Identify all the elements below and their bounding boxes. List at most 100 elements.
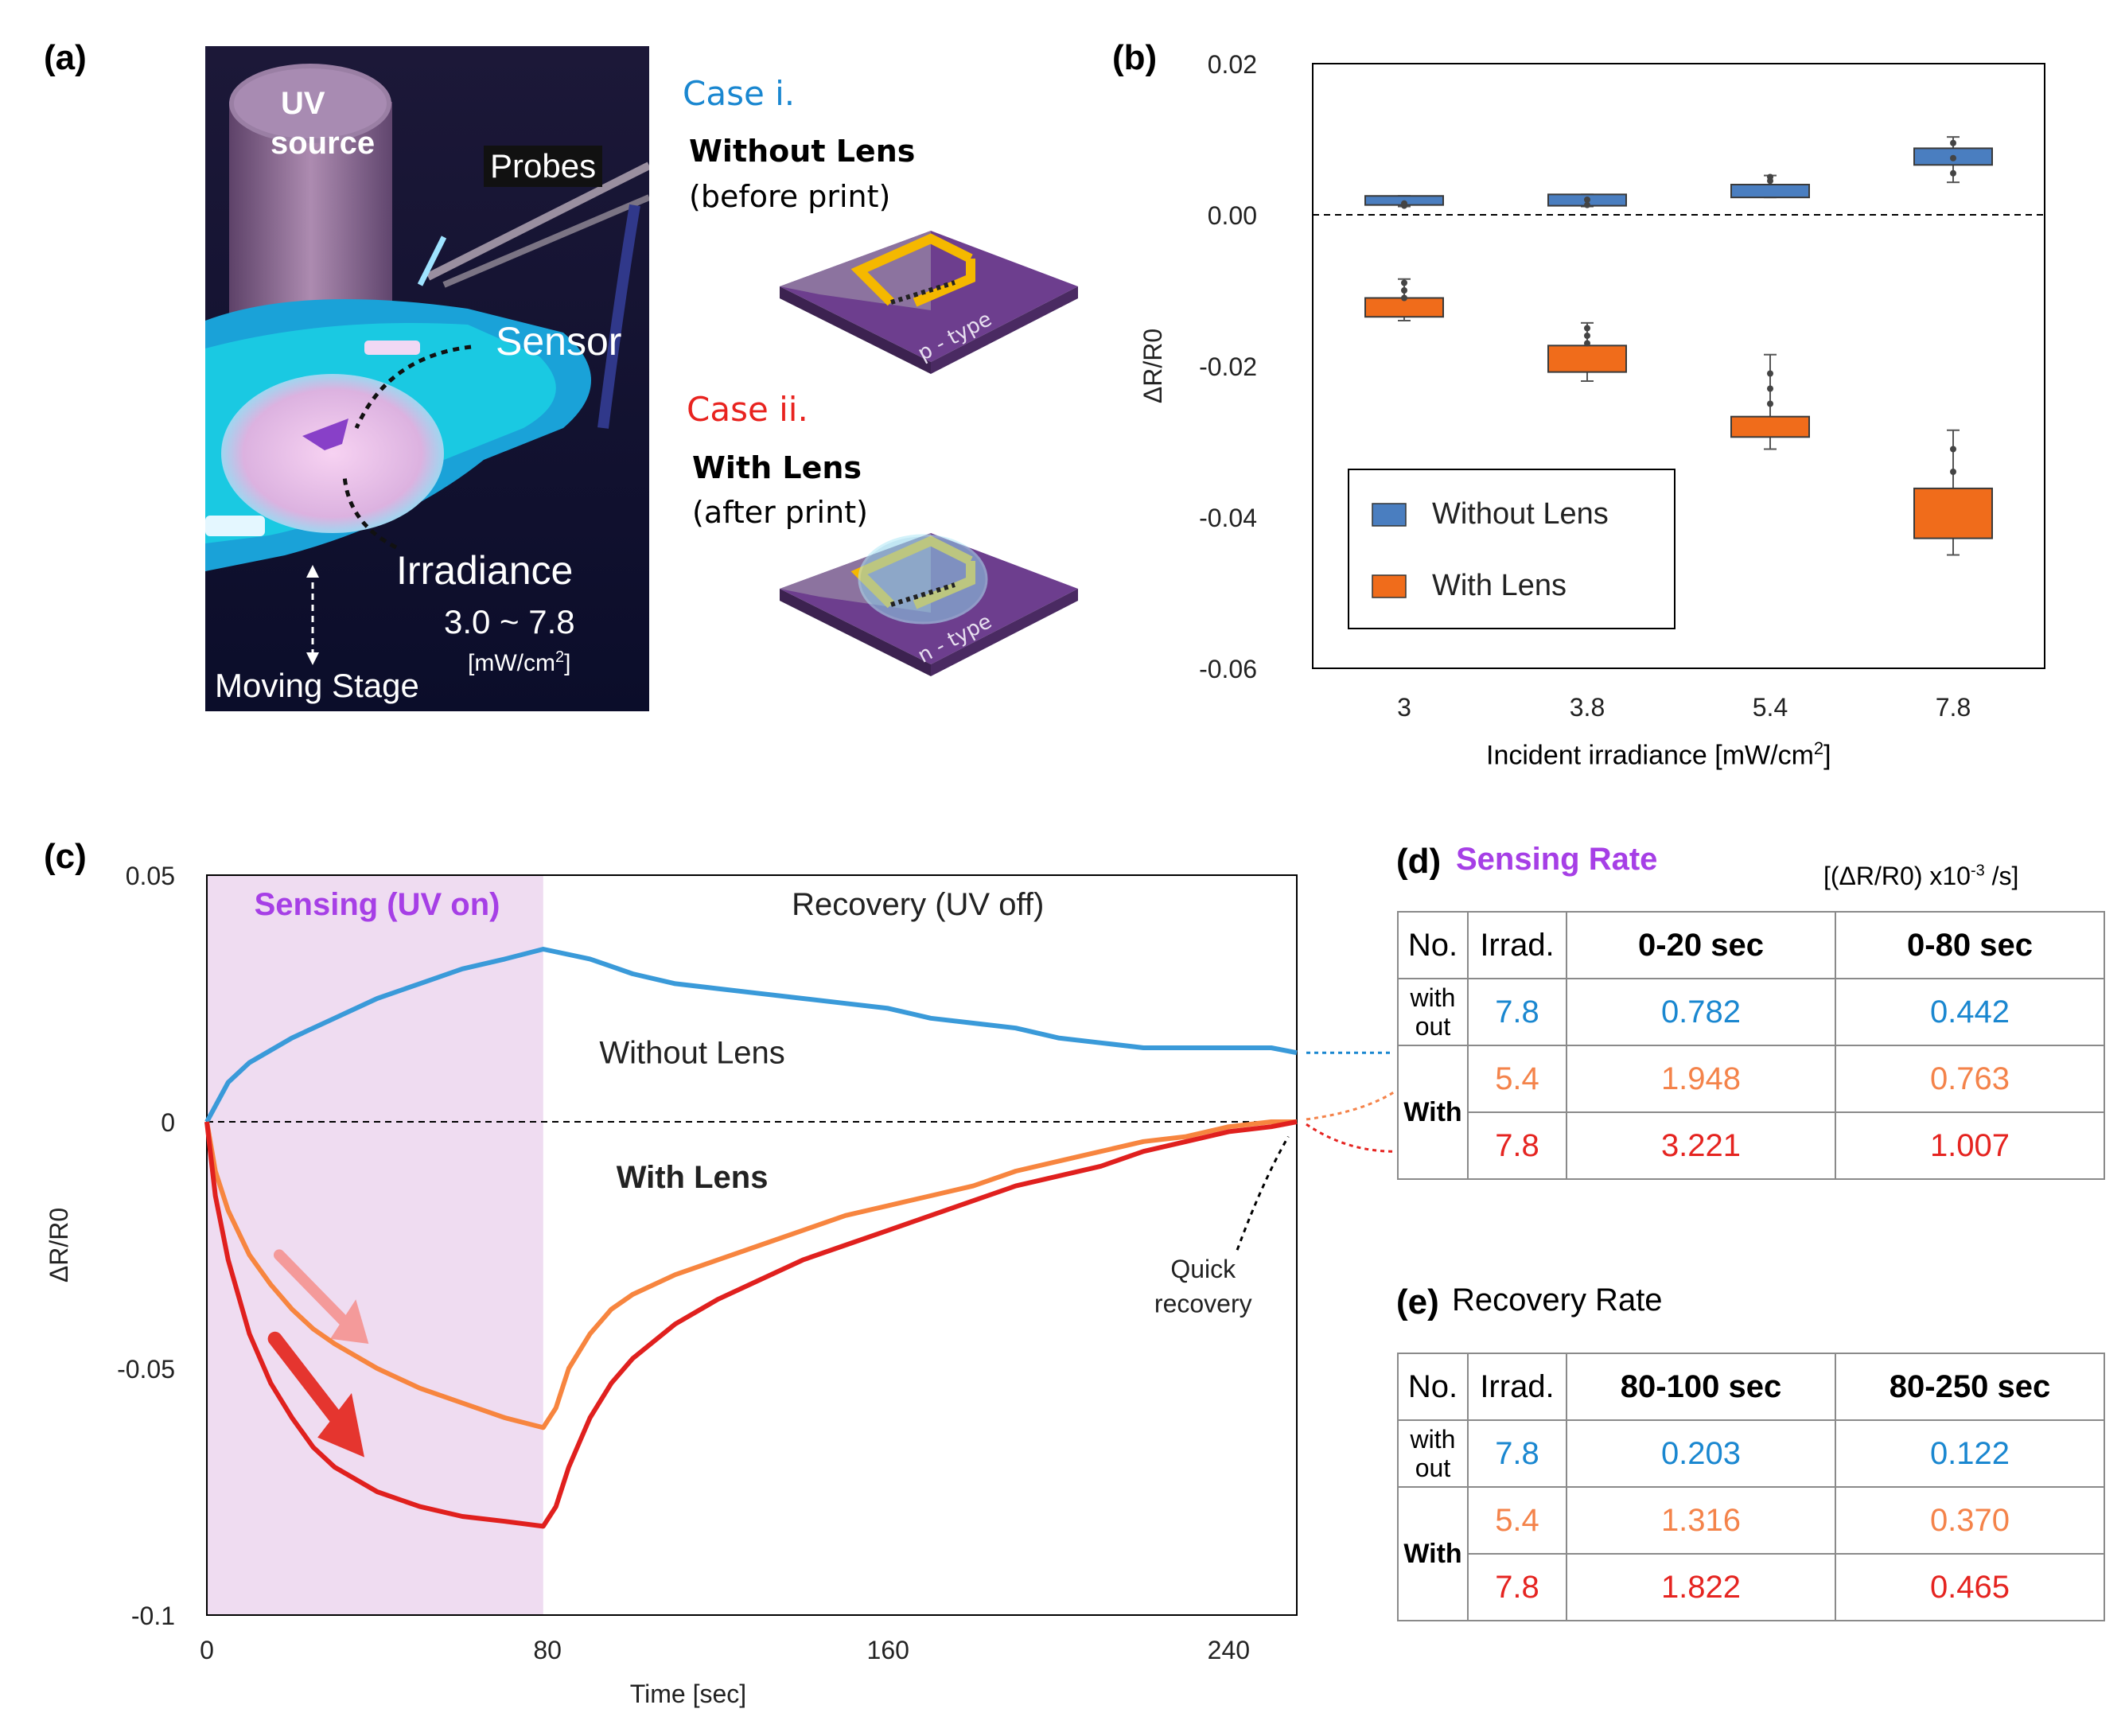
link-arrow-with78 — [1306, 1123, 1395, 1153]
data-point — [1767, 400, 1773, 407]
data-point — [1950, 446, 1956, 453]
sensing-region — [207, 875, 543, 1615]
series-line-0 — [204, 947, 1298, 1123]
header-no: No. — [1397, 1353, 1469, 1421]
panel-label-b: (b) — [1112, 38, 1158, 77]
recovery-rate-table: No. Irrad. 80-100 sec 80-250 sec with out… — [1397, 1353, 2105, 1621]
table-header-row: No. Irrad. 0-20 sec 0-80 sec — [1397, 911, 2105, 979]
table-row: With 5.4 1.316 0.370 — [1397, 1486, 2105, 1621]
line-chart-c: 0.05 0 -0.05 -0.1 0 80 160 240 Time [sec] ΔR/R0 Se… — [45, 862, 1395, 1708]
uv-source-label-1: UV — [281, 86, 325, 121]
case2-bold: With Lens — [692, 450, 862, 485]
value-cell: 1.948 — [1566, 1045, 1836, 1113]
table-row: with out 7.8 0.782 0.442 — [1397, 978, 2105, 1046]
irrad-cell: 5.4 — [1467, 1486, 1567, 1555]
legend-box — [1348, 469, 1675, 629]
header-80-100: 80-100 sec — [1566, 1353, 1836, 1421]
with-label: With — [1397, 1486, 1469, 1621]
table-row: 7.8 3.221 1.007 — [1398, 1111, 2105, 1180]
x-tick-label: 5.4 — [1753, 693, 1788, 722]
box — [1913, 487, 1993, 539]
plot-frame — [206, 874, 1298, 1616]
case2-chip — [780, 533, 1078, 676]
value-cell: 0.465 — [1835, 1553, 2105, 1621]
data-point — [1584, 325, 1590, 332]
data-point — [1584, 333, 1590, 339]
data-point — [1767, 173, 1773, 181]
x-tick-label: 240 — [1208, 1636, 1250, 1664]
without-lens-annotation: Without Lens — [599, 1035, 784, 1070]
quick-recovery-label-1: Quick — [1170, 1255, 1236, 1283]
table-row: with out 7.8 0.203 0.122 — [1397, 1419, 2105, 1488]
x-tick-label: 3.8 — [1570, 693, 1605, 722]
box — [1730, 184, 1810, 199]
box-chart-b: 0.02 0.00 -0.02 -0.04 -0.06 3 3.8 5.4 7.8 ΔR/R0 Wi… — [1138, 50, 2045, 722]
value-cell: 1.007 — [1835, 1111, 2105, 1180]
data-point — [1950, 154, 1956, 162]
header-no: No. — [1397, 911, 1469, 979]
value-cell: 0.122 — [1835, 1419, 2105, 1488]
moving-stage-label: Moving Stage — [215, 667, 419, 704]
y-tick-label: 0.02 — [1208, 50, 1257, 79]
header-irrad: Irrad. — [1467, 911, 1567, 979]
y-tick-label: 0 — [161, 1108, 175, 1137]
with-label: With — [1397, 1045, 1469, 1180]
value-cell: 0.442 — [1835, 978, 2105, 1046]
legend-without-lens: Without Lens — [1432, 497, 1609, 531]
with-lens-annotation: With Lens — [617, 1160, 769, 1195]
irrad-cell: 7.8 — [1467, 1553, 1567, 1621]
without-label: with out — [1397, 1419, 1469, 1488]
quick-recovery-label-2: recovery — [1154, 1289, 1252, 1318]
panel-label-d: (d) — [1396, 842, 1442, 881]
data-point — [1401, 294, 1407, 302]
recovery-label: Recovery (UV off) — [792, 887, 1044, 922]
table-header-row: No. Irrad. 80-100 sec 80-250 sec — [1397, 1353, 2105, 1421]
sensing-label: Sensing (UV on) — [255, 887, 500, 922]
table-row: 7.8 1.822 0.465 — [1398, 1553, 2105, 1621]
x-tick-label: 7.8 — [1936, 693, 1971, 722]
value-cell: 0.763 — [1835, 1045, 2105, 1113]
y-tick-label: -0.1 — [131, 1602, 175, 1630]
trend-arrow-light — [273, 1249, 357, 1335]
case2-title: Case ii. — [687, 390, 808, 429]
irrad-cell: 5.4 — [1467, 1045, 1567, 1113]
irrad-cell: 7.8 — [1467, 1111, 1567, 1180]
series-line-1 — [204, 1119, 1297, 1430]
data-point — [1401, 200, 1407, 207]
sensing-rate-table: No. Irrad. 0-20 sec 0-80 sec with out 7.8… — [1397, 911, 2105, 1180]
y-tick-label: 0.00 — [1208, 201, 1257, 230]
legend-swatch-without — [1372, 503, 1407, 527]
data-point — [1950, 139, 1956, 146]
box — [1547, 344, 1627, 373]
y-axis-label: ΔR/R0 — [45, 1208, 73, 1283]
y-tick-label: -0.02 — [1199, 352, 1257, 381]
panel-label-e: (e) — [1396, 1283, 1439, 1321]
value-cell: 1.316 — [1566, 1486, 1836, 1555]
irrad-cell: 7.8 — [1467, 1419, 1567, 1488]
series-line-2 — [204, 1119, 1298, 1529]
link-arrow-with54 — [1306, 1091, 1395, 1121]
quick-recovery-arrow — [1236, 1135, 1290, 1251]
x-tick-label: 3 — [1397, 693, 1411, 722]
irradiance-unit: [mW/cm2] — [468, 648, 571, 676]
recovery-rate-title: Recovery Rate — [1452, 1283, 1663, 1318]
value-cell: 0.782 — [1566, 978, 1836, 1046]
x-axis-label: Time [sec] — [630, 1680, 746, 1708]
value-cell: 1.822 — [1566, 1553, 1836, 1621]
plot-frame — [1312, 63, 2045, 669]
chart-b-xlabel: Incident irradiance [mW/cm2] — [1486, 738, 1831, 771]
setup-photo: UV source Probes Sensor Irradiance 3.0 ~… — [205, 46, 649, 711]
case1-bold: Without Lens — [689, 134, 916, 169]
data-point — [1584, 197, 1590, 203]
probes-label: Probes — [484, 146, 603, 187]
panel-label-c: (c) — [44, 837, 87, 876]
table-row: With 5.4 1.948 0.763 — [1397, 1045, 2105, 1180]
y-axis-label: ΔR/R0 — [1138, 329, 1167, 403]
case1-chip — [780, 231, 1078, 374]
case2-note: (after print) — [692, 495, 868, 530]
sensing-rate-unit: [(ΔR/R0) x10-3 /s] — [1823, 862, 2019, 890]
irrad-cell: 7.8 — [1467, 978, 1567, 1046]
data-point — [1401, 287, 1407, 294]
y-tick-label: 0.05 — [126, 862, 175, 890]
data-point — [1584, 201, 1590, 208]
